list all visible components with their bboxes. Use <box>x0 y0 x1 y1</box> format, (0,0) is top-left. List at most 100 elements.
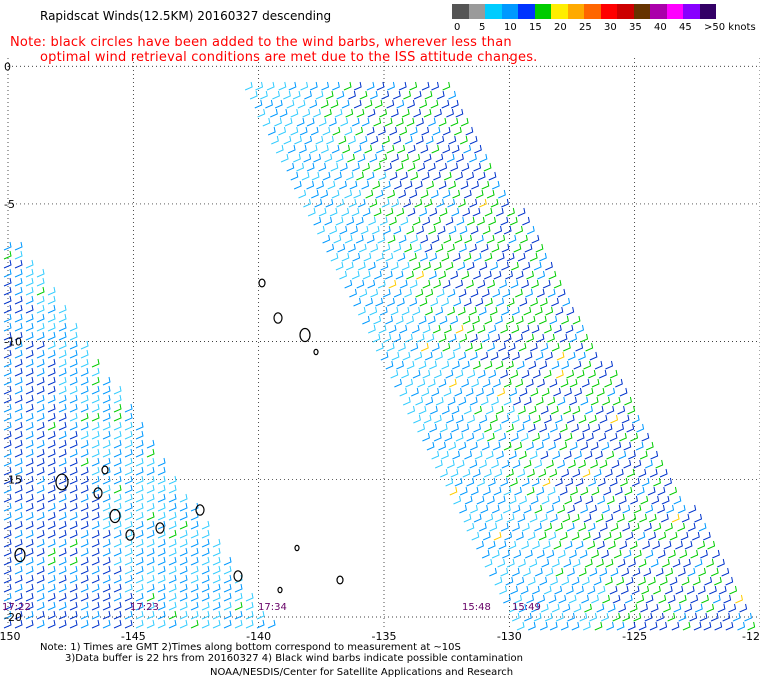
wind-barb <box>58 538 67 548</box>
wind-barb <box>369 198 378 208</box>
wind-barb <box>453 297 462 307</box>
wind-barb <box>336 198 345 208</box>
wind-barb <box>389 171 398 181</box>
wind-barb <box>657 504 665 514</box>
wind-barb <box>3 304 12 314</box>
wind-barb <box>445 261 454 271</box>
wind-barb <box>415 288 424 298</box>
wind-barb <box>365 297 373 307</box>
wind-barb <box>503 486 512 496</box>
wind-barb <box>255 81 264 91</box>
wind-barb <box>179 511 188 521</box>
wind-barb <box>520 234 528 244</box>
wind-barb <box>519 495 527 505</box>
wind-barb <box>472 207 481 217</box>
wind-barb <box>512 459 521 469</box>
wind-barb <box>471 180 479 190</box>
wind-barb <box>475 297 484 307</box>
wind-barb <box>443 234 452 244</box>
wind-barb <box>605 360 614 370</box>
wind-barb <box>528 405 537 415</box>
wind-barb <box>36 484 45 494</box>
wind-barb <box>464 450 473 460</box>
wind-barb <box>490 198 499 208</box>
wind-barb <box>526 270 534 280</box>
wind-barb <box>672 558 681 568</box>
wind-barb <box>521 540 530 550</box>
wind-barb <box>343 81 352 91</box>
wind-barb <box>384 162 392 172</box>
wind-barb <box>410 234 418 244</box>
wind-barb <box>91 394 100 404</box>
wind-barb <box>418 360 427 370</box>
wind-barb <box>14 358 23 368</box>
wind-barb <box>523 396 532 406</box>
wind-barb <box>102 538 111 548</box>
wind-barb <box>14 331 23 341</box>
wind-barb <box>113 556 122 566</box>
wind-barb <box>342 144 351 154</box>
wind-barb <box>339 225 348 235</box>
wind-barb <box>47 439 56 449</box>
wind-barb <box>480 396 489 406</box>
wind-barb <box>168 574 177 584</box>
wind-barb <box>14 475 23 485</box>
wind-barb <box>25 601 34 611</box>
wind-barb <box>630 432 639 442</box>
wind-barb <box>113 610 122 620</box>
wind-barb <box>25 556 34 566</box>
wind-barb <box>146 556 155 566</box>
wind-barb <box>512 504 521 514</box>
wind-barb <box>599 459 608 469</box>
wind-barb <box>645 594 654 604</box>
wind-barb <box>549 315 558 325</box>
wind-barb <box>190 601 199 611</box>
wind-barb <box>592 423 601 433</box>
wind-barb <box>511 414 520 424</box>
wind-barb <box>433 171 441 181</box>
wind-barb <box>157 502 166 512</box>
wind-barb <box>433 369 442 379</box>
wind-barb <box>637 531 646 541</box>
wind-barb <box>620 585 629 595</box>
wind-barb <box>603 531 612 541</box>
wind-barb <box>519 387 528 397</box>
wind-barb <box>309 81 318 91</box>
wind-barb <box>290 108 299 118</box>
wind-barb <box>487 540 496 550</box>
swath-time-label: 17:22 <box>2 602 31 613</box>
wind-barb <box>452 252 461 262</box>
wind-barb <box>465 126 474 136</box>
lat-tick-label: -20 <box>4 611 22 624</box>
wind-barb <box>382 243 391 253</box>
wind-barb <box>14 574 23 584</box>
wind-barb <box>593 576 602 586</box>
wind-barb <box>390 369 399 379</box>
wind-barb <box>540 342 549 352</box>
wind-barb <box>482 531 491 541</box>
graticule <box>7 58 760 628</box>
wind-barb <box>293 153 301 163</box>
wind-barb <box>420 234 429 244</box>
wind-barb <box>529 450 538 460</box>
wind-barb <box>448 378 457 388</box>
wind-barb <box>645 549 654 559</box>
legend-label: 5 <box>479 22 486 33</box>
wind-barb <box>479 153 488 163</box>
wind-barb <box>476 540 484 550</box>
wind-barb <box>518 405 526 415</box>
wind-barb <box>466 171 475 181</box>
wind-barb <box>201 556 210 566</box>
wind-barb <box>271 135 279 145</box>
wind-barb <box>585 405 593 415</box>
wind-barb <box>201 601 210 611</box>
wind-barb <box>508 450 517 460</box>
wind-barb <box>385 315 393 325</box>
wind-barb <box>448 441 457 451</box>
wind-barb <box>69 340 78 350</box>
wind-barb <box>456 459 465 469</box>
wind-barb <box>113 466 122 476</box>
wind-barb <box>471 378 479 388</box>
wind-barb <box>387 297 395 307</box>
contamination-note-line1: Note: black circles have been added to t… <box>10 35 512 50</box>
